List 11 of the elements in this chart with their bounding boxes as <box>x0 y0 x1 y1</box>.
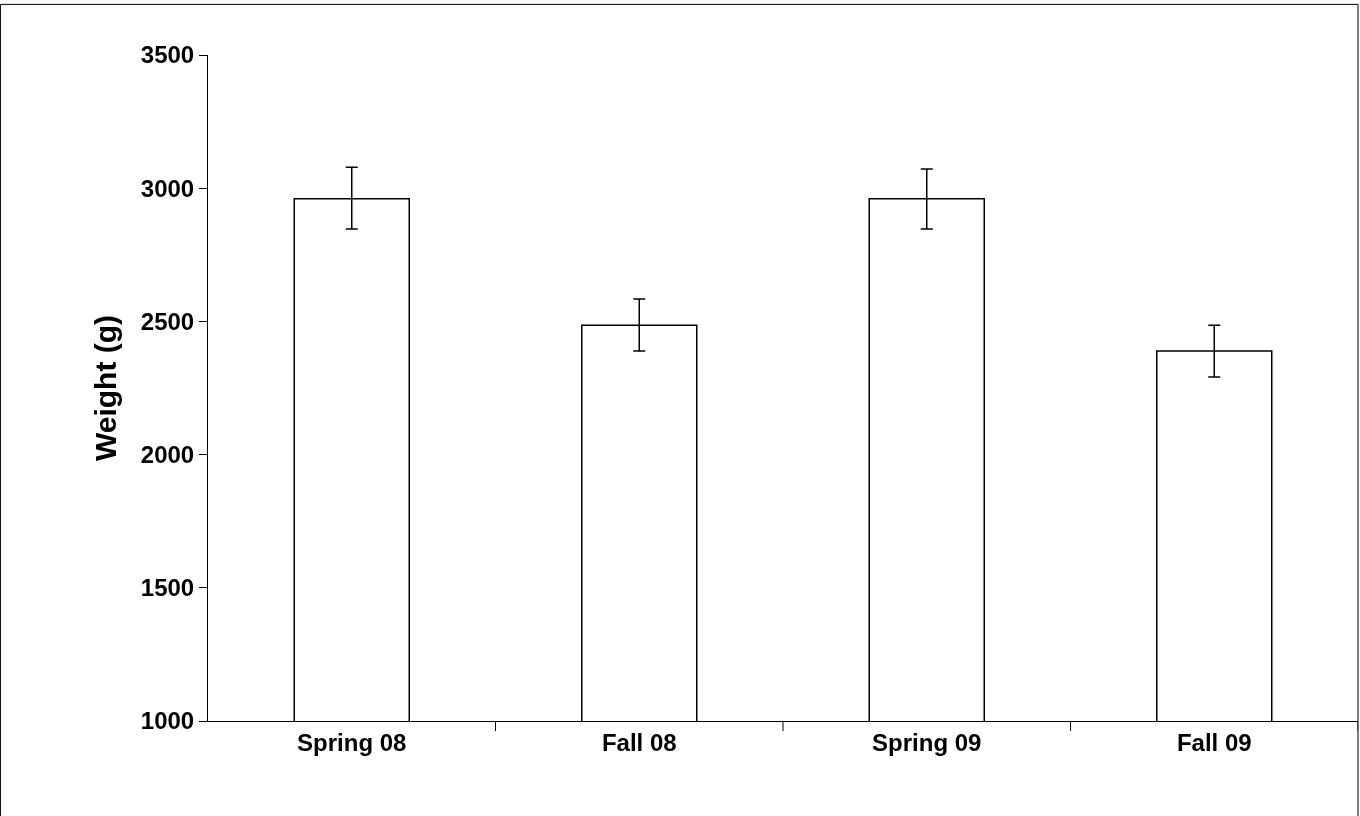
y-tick-label: 2500 <box>140 307 195 335</box>
y-tick-label: 3500 <box>140 41 195 69</box>
x-tick-label: Fall 08 <box>601 728 677 756</box>
y-axis-title: Weight (g) <box>88 314 122 462</box>
y-tick-label: 2000 <box>140 441 195 468</box>
y-tick-label: 1000 <box>140 707 195 735</box>
x-tick-label: Fall 09 <box>1176 728 1252 756</box>
y-tick-label: 1500 <box>140 574 195 602</box>
x-tick-label: Spring 08 <box>297 728 407 756</box>
y-tick-label: 3000 <box>140 174 195 202</box>
x-tick-label: Spring 09 <box>872 728 982 756</box>
